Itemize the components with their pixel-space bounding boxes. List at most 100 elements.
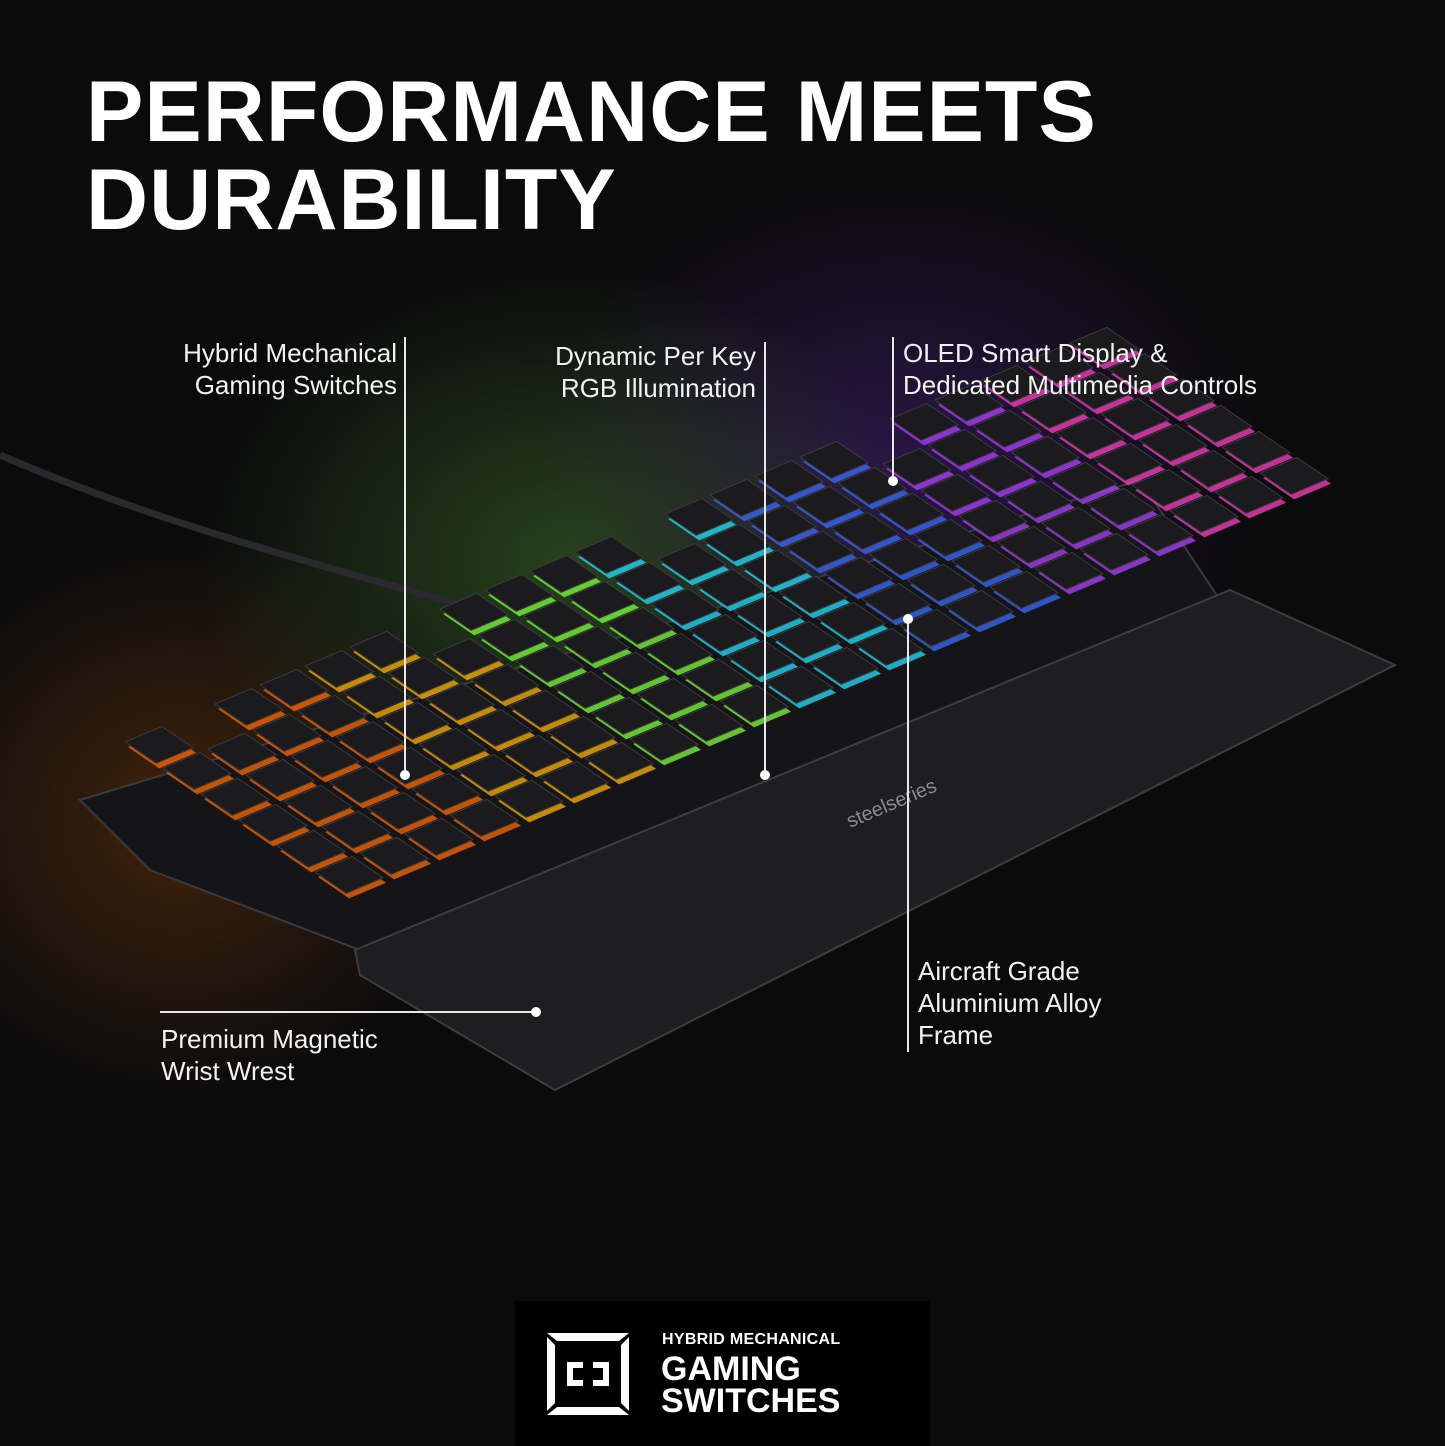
keycap xyxy=(1144,378,1216,417)
keycap xyxy=(1123,513,1195,552)
callout-wrist: Premium Magnetic Wrist Wrest xyxy=(161,1023,378,1087)
keycap xyxy=(822,556,894,595)
keycap xyxy=(199,777,271,816)
keycap xyxy=(808,646,880,685)
callout-text: Premium Magnetic xyxy=(161,1024,378,1054)
keycap xyxy=(912,518,984,557)
keycap xyxy=(770,620,842,659)
keycap xyxy=(881,447,953,486)
keycap xyxy=(1054,416,1126,455)
callout-line xyxy=(160,1011,536,1013)
keycap xyxy=(1085,487,1157,526)
callout-text: OLED Smart Display & xyxy=(903,338,1168,368)
keycap xyxy=(1061,371,1133,410)
keycap xyxy=(950,544,1022,583)
keycap xyxy=(296,694,368,733)
keycap xyxy=(237,803,309,842)
keycap xyxy=(964,454,1036,493)
headline-line2: DURABILITY xyxy=(86,152,617,248)
callout-dot xyxy=(531,1007,541,1017)
keycap xyxy=(1220,430,1292,469)
keycap xyxy=(656,542,728,581)
keycap xyxy=(566,580,638,619)
keycap xyxy=(213,687,285,726)
keycap xyxy=(320,810,392,849)
keycap xyxy=(514,644,586,683)
callout-switches: Hybrid Mechanical Gaming Switches xyxy=(140,337,397,401)
keycap xyxy=(538,760,610,799)
keycap xyxy=(559,625,631,664)
keycap xyxy=(708,478,780,517)
keycap xyxy=(1099,397,1171,436)
keycap xyxy=(1068,326,1140,365)
callout-dot xyxy=(888,476,898,486)
keycap xyxy=(1130,468,1202,507)
keycap xyxy=(483,573,555,612)
headline-line1: PERFORMANCE MEETS xyxy=(86,64,1097,160)
keycap xyxy=(763,665,835,704)
keycap xyxy=(282,784,354,823)
keycap xyxy=(943,589,1015,628)
keycap xyxy=(1047,461,1119,500)
keycap xyxy=(424,682,496,721)
keycap xyxy=(663,497,735,536)
keycap xyxy=(438,592,510,631)
keycap xyxy=(431,637,503,676)
callout-text: Aircraft Grade xyxy=(918,956,1080,986)
keycap xyxy=(507,689,579,728)
keycap xyxy=(403,817,475,856)
callout-text: RGB Illumination xyxy=(560,373,756,403)
keycap xyxy=(521,599,593,638)
keycap xyxy=(1002,480,1074,519)
keycap xyxy=(784,530,856,569)
keycap xyxy=(1078,532,1150,571)
keycap xyxy=(898,608,970,647)
keycap xyxy=(1092,442,1164,481)
keycap xyxy=(1009,435,1081,474)
keycap xyxy=(933,383,1005,422)
keycap xyxy=(206,732,278,771)
keycap xyxy=(604,606,676,645)
keycap xyxy=(798,440,870,479)
keycap xyxy=(829,511,901,550)
keycap xyxy=(275,829,347,868)
keycap xyxy=(1182,404,1254,443)
callout-text: Wrist Wrest xyxy=(161,1056,295,1086)
headline: PERFORMANCE MEETS DURABILITY xyxy=(86,68,1097,244)
keycap xyxy=(611,561,683,600)
keycap xyxy=(341,675,413,714)
keycap xyxy=(303,649,375,688)
keycap xyxy=(971,409,1043,448)
keycap xyxy=(500,734,572,773)
keycap xyxy=(462,708,534,747)
keycap xyxy=(1168,494,1240,533)
keycap xyxy=(1175,449,1247,488)
keycap xyxy=(327,765,399,804)
callout-line xyxy=(892,337,894,480)
keycap xyxy=(853,627,925,666)
keycap xyxy=(1023,345,1095,384)
keycap xyxy=(635,677,707,716)
keycap xyxy=(988,570,1060,609)
keycap xyxy=(545,715,617,754)
callout-text: Frame xyxy=(918,1020,994,1050)
keycap xyxy=(1106,352,1178,391)
keycap xyxy=(358,836,430,875)
switch-badge: HYBRID MECHANICAL GAMING SWITCHES xyxy=(515,1301,930,1446)
keycap xyxy=(469,663,541,702)
keycap xyxy=(476,618,548,657)
callout-dot xyxy=(760,770,770,780)
badge-title-line: SWITCHES xyxy=(661,1382,841,1420)
keycap xyxy=(251,713,323,752)
keycap xyxy=(673,703,745,742)
keycap xyxy=(725,639,797,678)
keycap xyxy=(573,535,645,574)
callout-dot xyxy=(400,770,410,780)
keycap xyxy=(123,725,195,764)
keycap xyxy=(753,459,825,498)
cable xyxy=(0,451,481,614)
callout-line xyxy=(907,618,909,1052)
keycap xyxy=(1033,551,1105,590)
callout-frame: Aircraft Grade Aluminium Alloy Frame xyxy=(918,955,1102,1051)
